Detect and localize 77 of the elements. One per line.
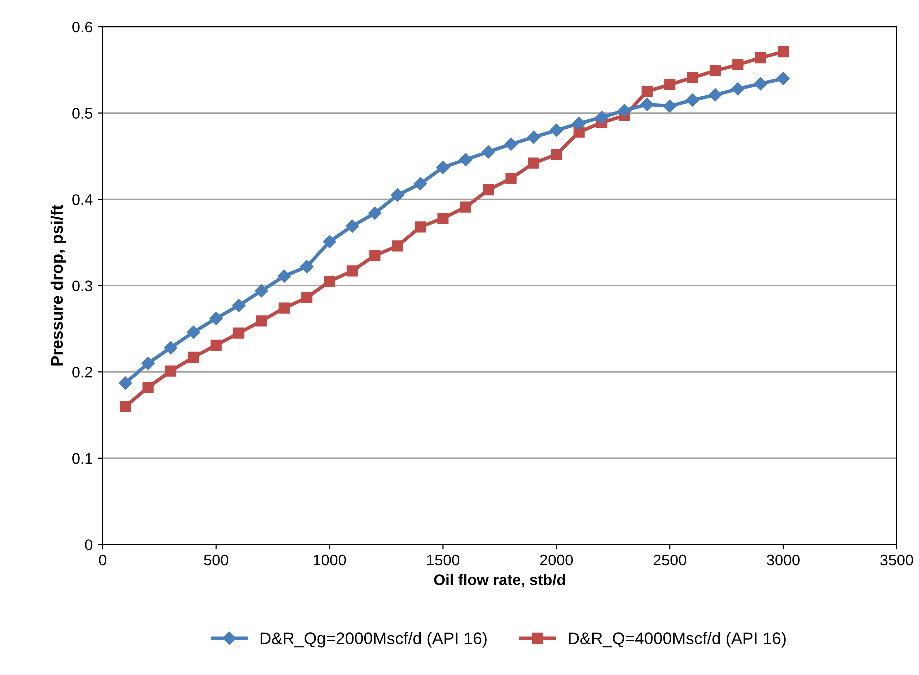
legend-label: D&R_Qg=2000Mscf/d (API 16) bbox=[260, 632, 487, 648]
point bbox=[778, 46, 790, 58]
point bbox=[732, 82, 745, 96]
point bbox=[687, 72, 698, 84]
point bbox=[755, 52, 766, 64]
point bbox=[278, 270, 292, 283]
point bbox=[323, 235, 336, 248]
point bbox=[595, 111, 609, 124]
point bbox=[640, 98, 654, 112]
point bbox=[142, 382, 154, 394]
point bbox=[346, 266, 358, 277]
y-axis-title: Pressure drop, psi/ft bbox=[50, 205, 66, 366]
x-axis-title: Oil flow rate, stb/d bbox=[434, 574, 566, 588]
point bbox=[233, 328, 245, 339]
x-tick-label: 0 bbox=[99, 554, 107, 566]
y-tick-label: 0.6 bbox=[72, 22, 93, 33]
point bbox=[776, 72, 790, 86]
point bbox=[370, 250, 381, 262]
point bbox=[527, 130, 541, 144]
point bbox=[278, 302, 290, 314]
x-tick-label: 1500 bbox=[427, 554, 460, 566]
point bbox=[482, 146, 496, 159]
point bbox=[574, 126, 585, 138]
point bbox=[551, 149, 562, 160]
point bbox=[188, 352, 200, 364]
x-tick-label: 2500 bbox=[654, 554, 686, 566]
point bbox=[459, 153, 472, 166]
point bbox=[165, 366, 177, 377]
point bbox=[506, 173, 517, 184]
x-tick-label: 2000 bbox=[540, 554, 574, 566]
point bbox=[232, 299, 246, 312]
point bbox=[414, 222, 426, 233]
y-tick-label: 0.2 bbox=[72, 367, 92, 378]
point bbox=[483, 184, 494, 196]
x-tick-label: 3000 bbox=[767, 554, 800, 566]
point bbox=[504, 138, 518, 151]
point bbox=[686, 94, 700, 107]
point bbox=[324, 276, 336, 288]
point bbox=[392, 240, 404, 252]
point bbox=[300, 260, 314, 274]
y-tick-label: 0.5 bbox=[72, 108, 93, 119]
point bbox=[710, 65, 722, 77]
point bbox=[210, 340, 222, 351]
point bbox=[528, 158, 540, 169]
point bbox=[708, 88, 722, 102]
point bbox=[391, 188, 404, 202]
point bbox=[346, 220, 360, 233]
point bbox=[438, 213, 449, 224]
y-tick-label: 0 bbox=[85, 540, 93, 550]
point bbox=[302, 292, 313, 304]
point bbox=[732, 59, 744, 71]
point bbox=[618, 104, 632, 118]
point bbox=[436, 161, 450, 174]
x-tick-label: 1000 bbox=[314, 554, 346, 566]
point bbox=[368, 206, 382, 220]
x-tick-label: 500 bbox=[204, 554, 229, 566]
y-tick-label: 0.4 bbox=[72, 194, 93, 206]
point bbox=[550, 124, 564, 138]
point bbox=[120, 401, 132, 412]
point bbox=[663, 100, 677, 113]
point bbox=[119, 376, 132, 390]
point bbox=[256, 316, 268, 327]
point bbox=[142, 356, 155, 370]
y-tick-label: 0.1 bbox=[72, 453, 92, 464]
point bbox=[187, 326, 200, 340]
point bbox=[642, 86, 653, 98]
point bbox=[460, 202, 472, 213]
point bbox=[255, 284, 268, 298]
point bbox=[754, 77, 768, 91]
point bbox=[572, 117, 586, 130]
y-tick-label: 0.3 bbox=[72, 280, 93, 292]
point bbox=[414, 177, 428, 191]
legend-label: D&R_Q=4000Mscf/d (API 16) bbox=[569, 632, 786, 648]
point bbox=[664, 79, 676, 90]
point bbox=[210, 312, 223, 326]
point bbox=[164, 341, 178, 355]
x-tick-label: 3500 bbox=[880, 554, 914, 566]
